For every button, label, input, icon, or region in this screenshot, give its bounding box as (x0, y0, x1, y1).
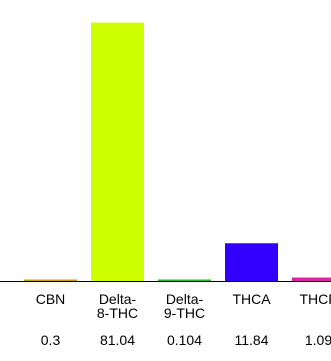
category-label-2: Delta-9-THC (164, 291, 205, 321)
bar-2 (158, 279, 211, 281)
category-label-line: THCA (232, 291, 271, 307)
value-labels: 0.3 81.04 0.104 11.84 1.09 (41, 332, 331, 348)
category-label-line: Delta- (99, 291, 137, 307)
category-label-1: Delta-8-THC (97, 291, 138, 321)
bar-0 (24, 279, 77, 281)
value-label-0: 0.3 (41, 332, 61, 348)
bar-4 (292, 277, 331, 281)
bar-3 (225, 243, 278, 281)
category-label-line: Delta- (166, 291, 204, 307)
category-label-4: THCP (299, 291, 331, 307)
bar-1 (91, 22, 144, 281)
value-label-1: 81.04 (100, 332, 135, 348)
value-label-4: 1.09 (305, 332, 331, 348)
category-label-line: 8-THC (97, 305, 138, 321)
category-label-line: CBN (36, 291, 66, 307)
category-label-line: 9-THC (164, 305, 205, 321)
bars-layer (24, 22, 331, 281)
category-label-0: CBN (36, 291, 66, 307)
category-label-line: THCP (299, 291, 331, 307)
value-label-2: 0.104 (167, 332, 202, 348)
value-label-3: 11.84 (235, 332, 269, 348)
category-label-3: THCA (232, 291, 271, 307)
